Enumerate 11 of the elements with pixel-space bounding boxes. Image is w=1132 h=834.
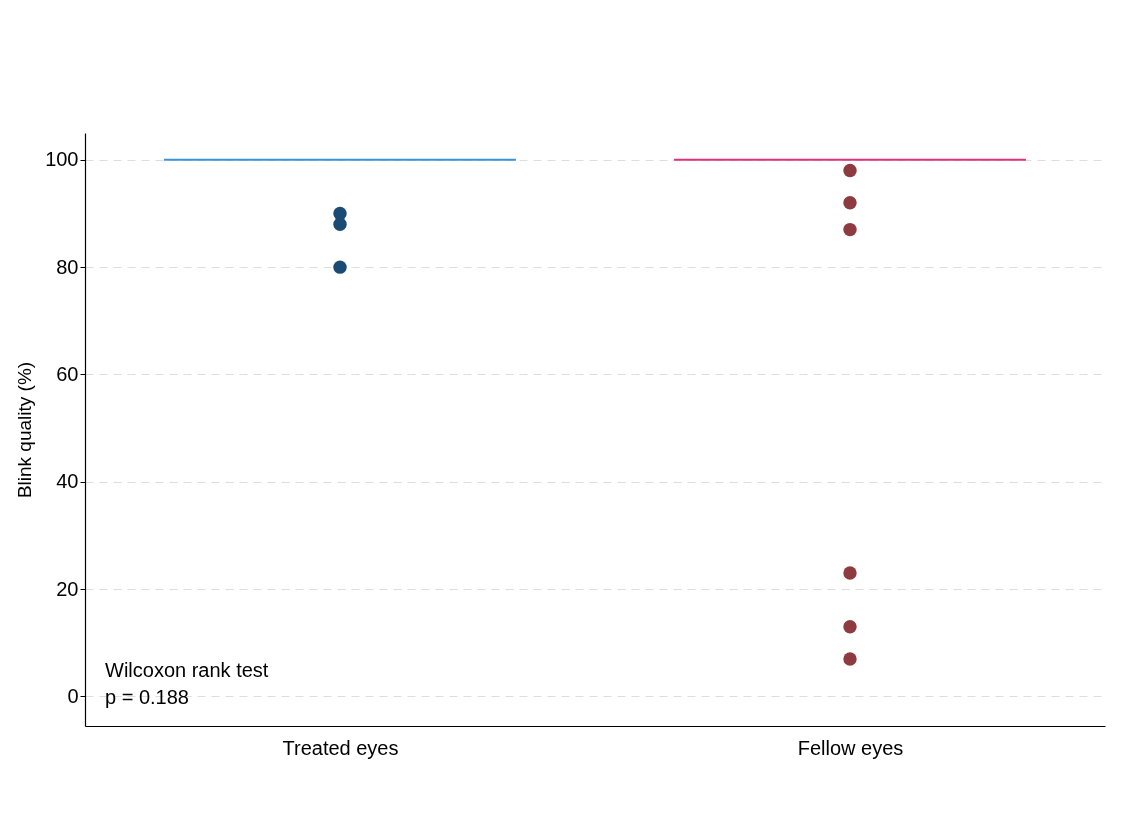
y-axis-title: Blink quality (%)	[14, 361, 36, 499]
y-tick-label: 20	[56, 577, 79, 600]
x-tick-label: Fellow eyes	[797, 736, 904, 759]
y-tick-label: 40	[56, 470, 79, 493]
y-tick-label: 80	[56, 255, 79, 278]
y-tick-label: 60	[56, 362, 79, 385]
x-tick-label: Treated eyes	[282, 736, 399, 759]
y-tick-label: 0	[67, 684, 79, 707]
annotation: p = 0.188	[105, 686, 189, 708]
annotation: Wilcoxon rank test	[105, 659, 269, 681]
y-tick-label: 100	[45, 148, 79, 171]
